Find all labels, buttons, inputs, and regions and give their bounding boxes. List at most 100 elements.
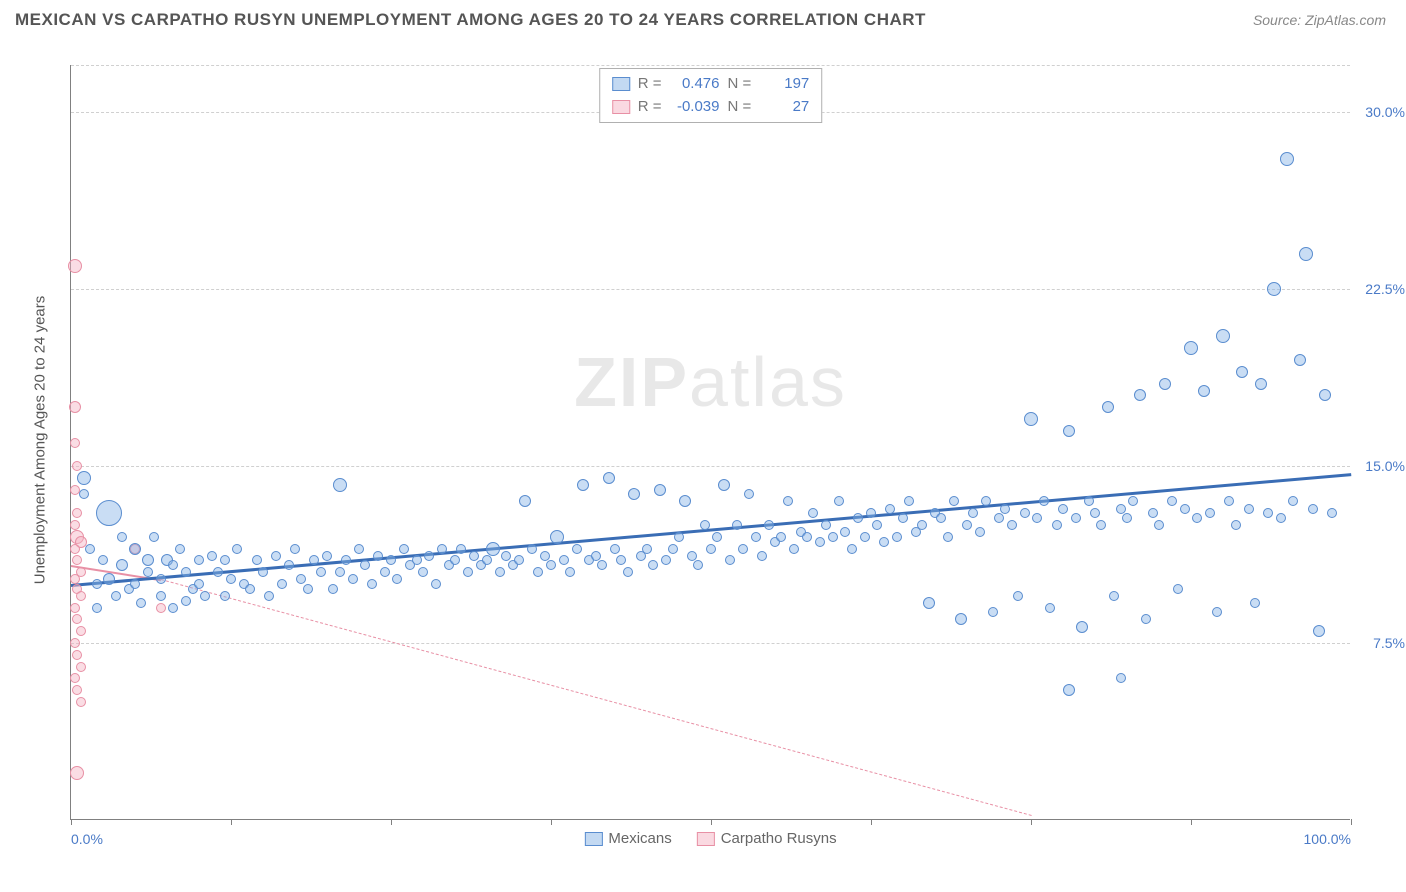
data-point: [412, 555, 422, 565]
data-point: [923, 597, 935, 609]
data-point: [111, 591, 121, 601]
data-point: [226, 574, 236, 584]
data-point: [252, 555, 262, 565]
data-point: [668, 544, 678, 554]
swatch-pink-icon: [697, 832, 715, 846]
data-point: [1013, 591, 1023, 601]
data-point: [687, 551, 697, 561]
x-tick: [71, 819, 72, 825]
data-point: [540, 551, 550, 561]
data-point: [70, 638, 80, 648]
plot-area: ZIPatlas R = 0.476 N = 197 R = -0.039 N …: [70, 65, 1350, 820]
x-tick: [871, 819, 872, 825]
data-point: [1154, 520, 1164, 530]
data-point: [380, 567, 390, 577]
data-point: [955, 613, 967, 625]
data-point: [706, 544, 716, 554]
data-point: [333, 478, 347, 492]
swatch-blue-icon: [584, 832, 602, 846]
data-point: [1084, 496, 1094, 506]
data-point: [776, 532, 786, 542]
data-point: [469, 551, 479, 561]
stats-row-b: R = -0.039 N = 27: [612, 96, 810, 119]
data-point: [718, 479, 730, 491]
data-point: [1205, 508, 1215, 518]
data-point: [175, 544, 185, 554]
data-point: [679, 495, 691, 507]
data-point: [732, 520, 742, 530]
data-point: [98, 555, 108, 565]
data-point: [1058, 504, 1068, 514]
data-point: [1096, 520, 1106, 530]
y-tick-label: 15.0%: [1365, 458, 1405, 474]
data-point: [70, 766, 84, 780]
data-point: [386, 555, 396, 565]
data-point: [69, 401, 81, 413]
data-point: [834, 496, 844, 506]
data-point: [96, 500, 122, 526]
data-point: [309, 555, 319, 565]
data-point: [220, 555, 230, 565]
data-point: [559, 555, 569, 565]
data-point: [1148, 508, 1158, 518]
data-point: [392, 574, 402, 584]
data-point: [290, 544, 300, 554]
x-tick: [551, 819, 552, 825]
x-tick: [711, 819, 712, 825]
data-point: [501, 551, 511, 561]
data-point: [1244, 504, 1254, 514]
data-point: [482, 555, 492, 565]
data-point: [628, 488, 640, 500]
data-point: [76, 591, 86, 601]
data-point: [76, 662, 86, 672]
data-point: [181, 596, 191, 606]
data-point: [936, 513, 946, 523]
data-point: [399, 544, 409, 554]
x-tick: [1191, 819, 1192, 825]
data-point: [220, 591, 230, 601]
data-point: [92, 603, 102, 613]
data-point: [917, 520, 927, 530]
data-point: [1090, 508, 1100, 518]
data-point: [1134, 389, 1146, 401]
data-point: [988, 607, 998, 617]
data-point: [1327, 508, 1337, 518]
legend-label-a: Mexicans: [608, 830, 671, 847]
data-point: [879, 537, 889, 547]
data-point: [1063, 425, 1075, 437]
data-point: [700, 520, 710, 530]
data-point: [892, 532, 902, 542]
x-tick-label: 100.0%: [1304, 831, 1351, 847]
data-point: [527, 544, 537, 554]
data-point: [76, 697, 86, 707]
data-point: [1052, 520, 1062, 530]
data-point: [860, 532, 870, 542]
data-point: [1076, 621, 1088, 633]
data-point: [303, 584, 313, 594]
data-point: [872, 520, 882, 530]
data-point: [674, 532, 684, 542]
data-point: [77, 471, 91, 485]
data-point: [1236, 366, 1248, 378]
data-point: [789, 544, 799, 554]
data-point: [597, 560, 607, 570]
data-point: [1308, 504, 1318, 514]
data-point: [1224, 496, 1234, 506]
legend-item-mexicans: Mexicans: [584, 830, 671, 847]
data-point: [72, 685, 82, 695]
data-point: [821, 520, 831, 530]
data-point: [277, 579, 287, 589]
data-point: [981, 496, 991, 506]
data-point: [616, 555, 626, 565]
data-point: [994, 513, 1004, 523]
data-point: [603, 472, 615, 484]
data-point: [1276, 513, 1286, 523]
data-point: [751, 532, 761, 542]
data-point: [1216, 329, 1230, 343]
data-point: [1319, 389, 1331, 401]
data-point: [245, 584, 255, 594]
data-point: [661, 555, 671, 565]
x-tick: [231, 819, 232, 825]
data-point: [533, 567, 543, 577]
data-point: [316, 567, 326, 577]
